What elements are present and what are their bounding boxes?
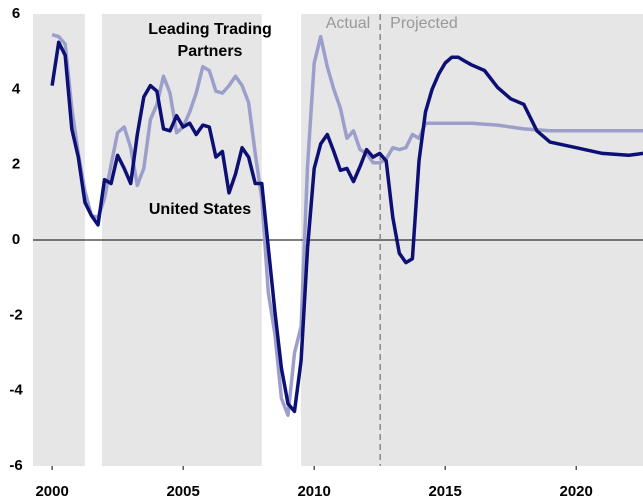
x-tick-label: 2000 (35, 483, 68, 500)
series-label: United States (148, 201, 252, 218)
x-tick-label: 2010 (297, 483, 330, 500)
y-tick-label: -2 (9, 306, 22, 323)
divider-label: Projected (390, 15, 458, 32)
x-tick-label: 2015 (428, 483, 461, 500)
series-line (51, 33, 643, 417)
x-tick-label: 2020 (559, 483, 592, 500)
y-tick-label: -4 (9, 382, 23, 399)
y-tick-label: 6 (12, 5, 20, 22)
y-tick-label: -6 (9, 457, 22, 474)
x-tick-label: 2005 (166, 483, 199, 500)
y-tick-label: 0 (12, 231, 20, 248)
y-tick-label: 2 (12, 156, 20, 173)
divider-label: Actual (326, 15, 370, 32)
y-tick-label: 4 (12, 80, 21, 97)
series-line (50, 40, 643, 414)
series-label: Leading Trading Partners (148, 21, 272, 60)
